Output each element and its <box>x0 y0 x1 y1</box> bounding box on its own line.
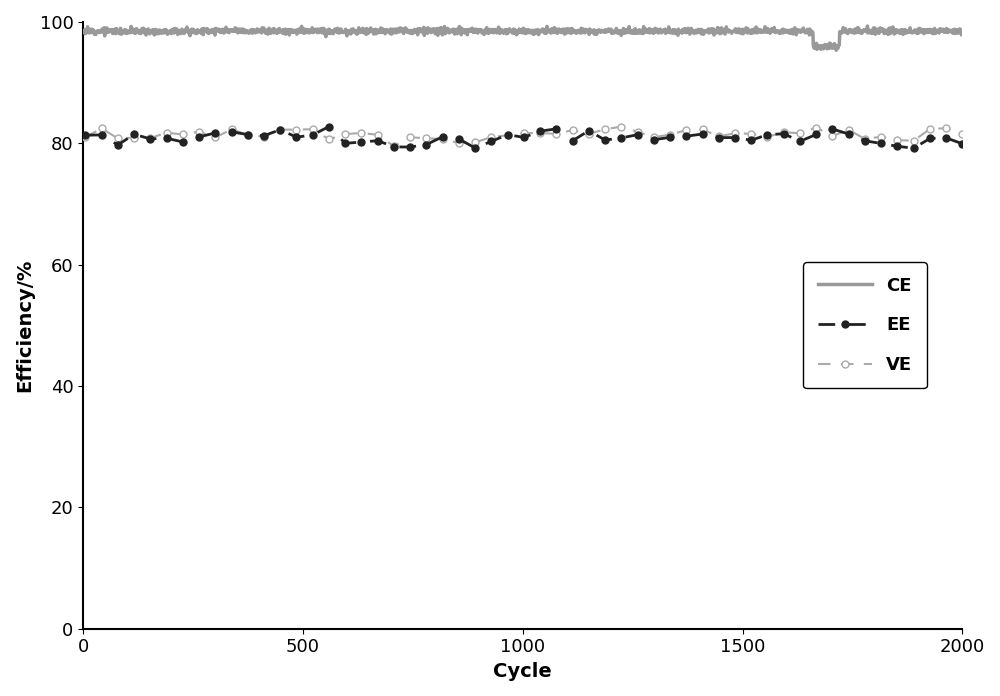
Legend: CE, EE, VE: CE, EE, VE <box>803 262 927 388</box>
X-axis label: Cycle: Cycle <box>493 662 552 681</box>
Y-axis label: Efficiency/%: Efficiency/% <box>15 259 34 392</box>
